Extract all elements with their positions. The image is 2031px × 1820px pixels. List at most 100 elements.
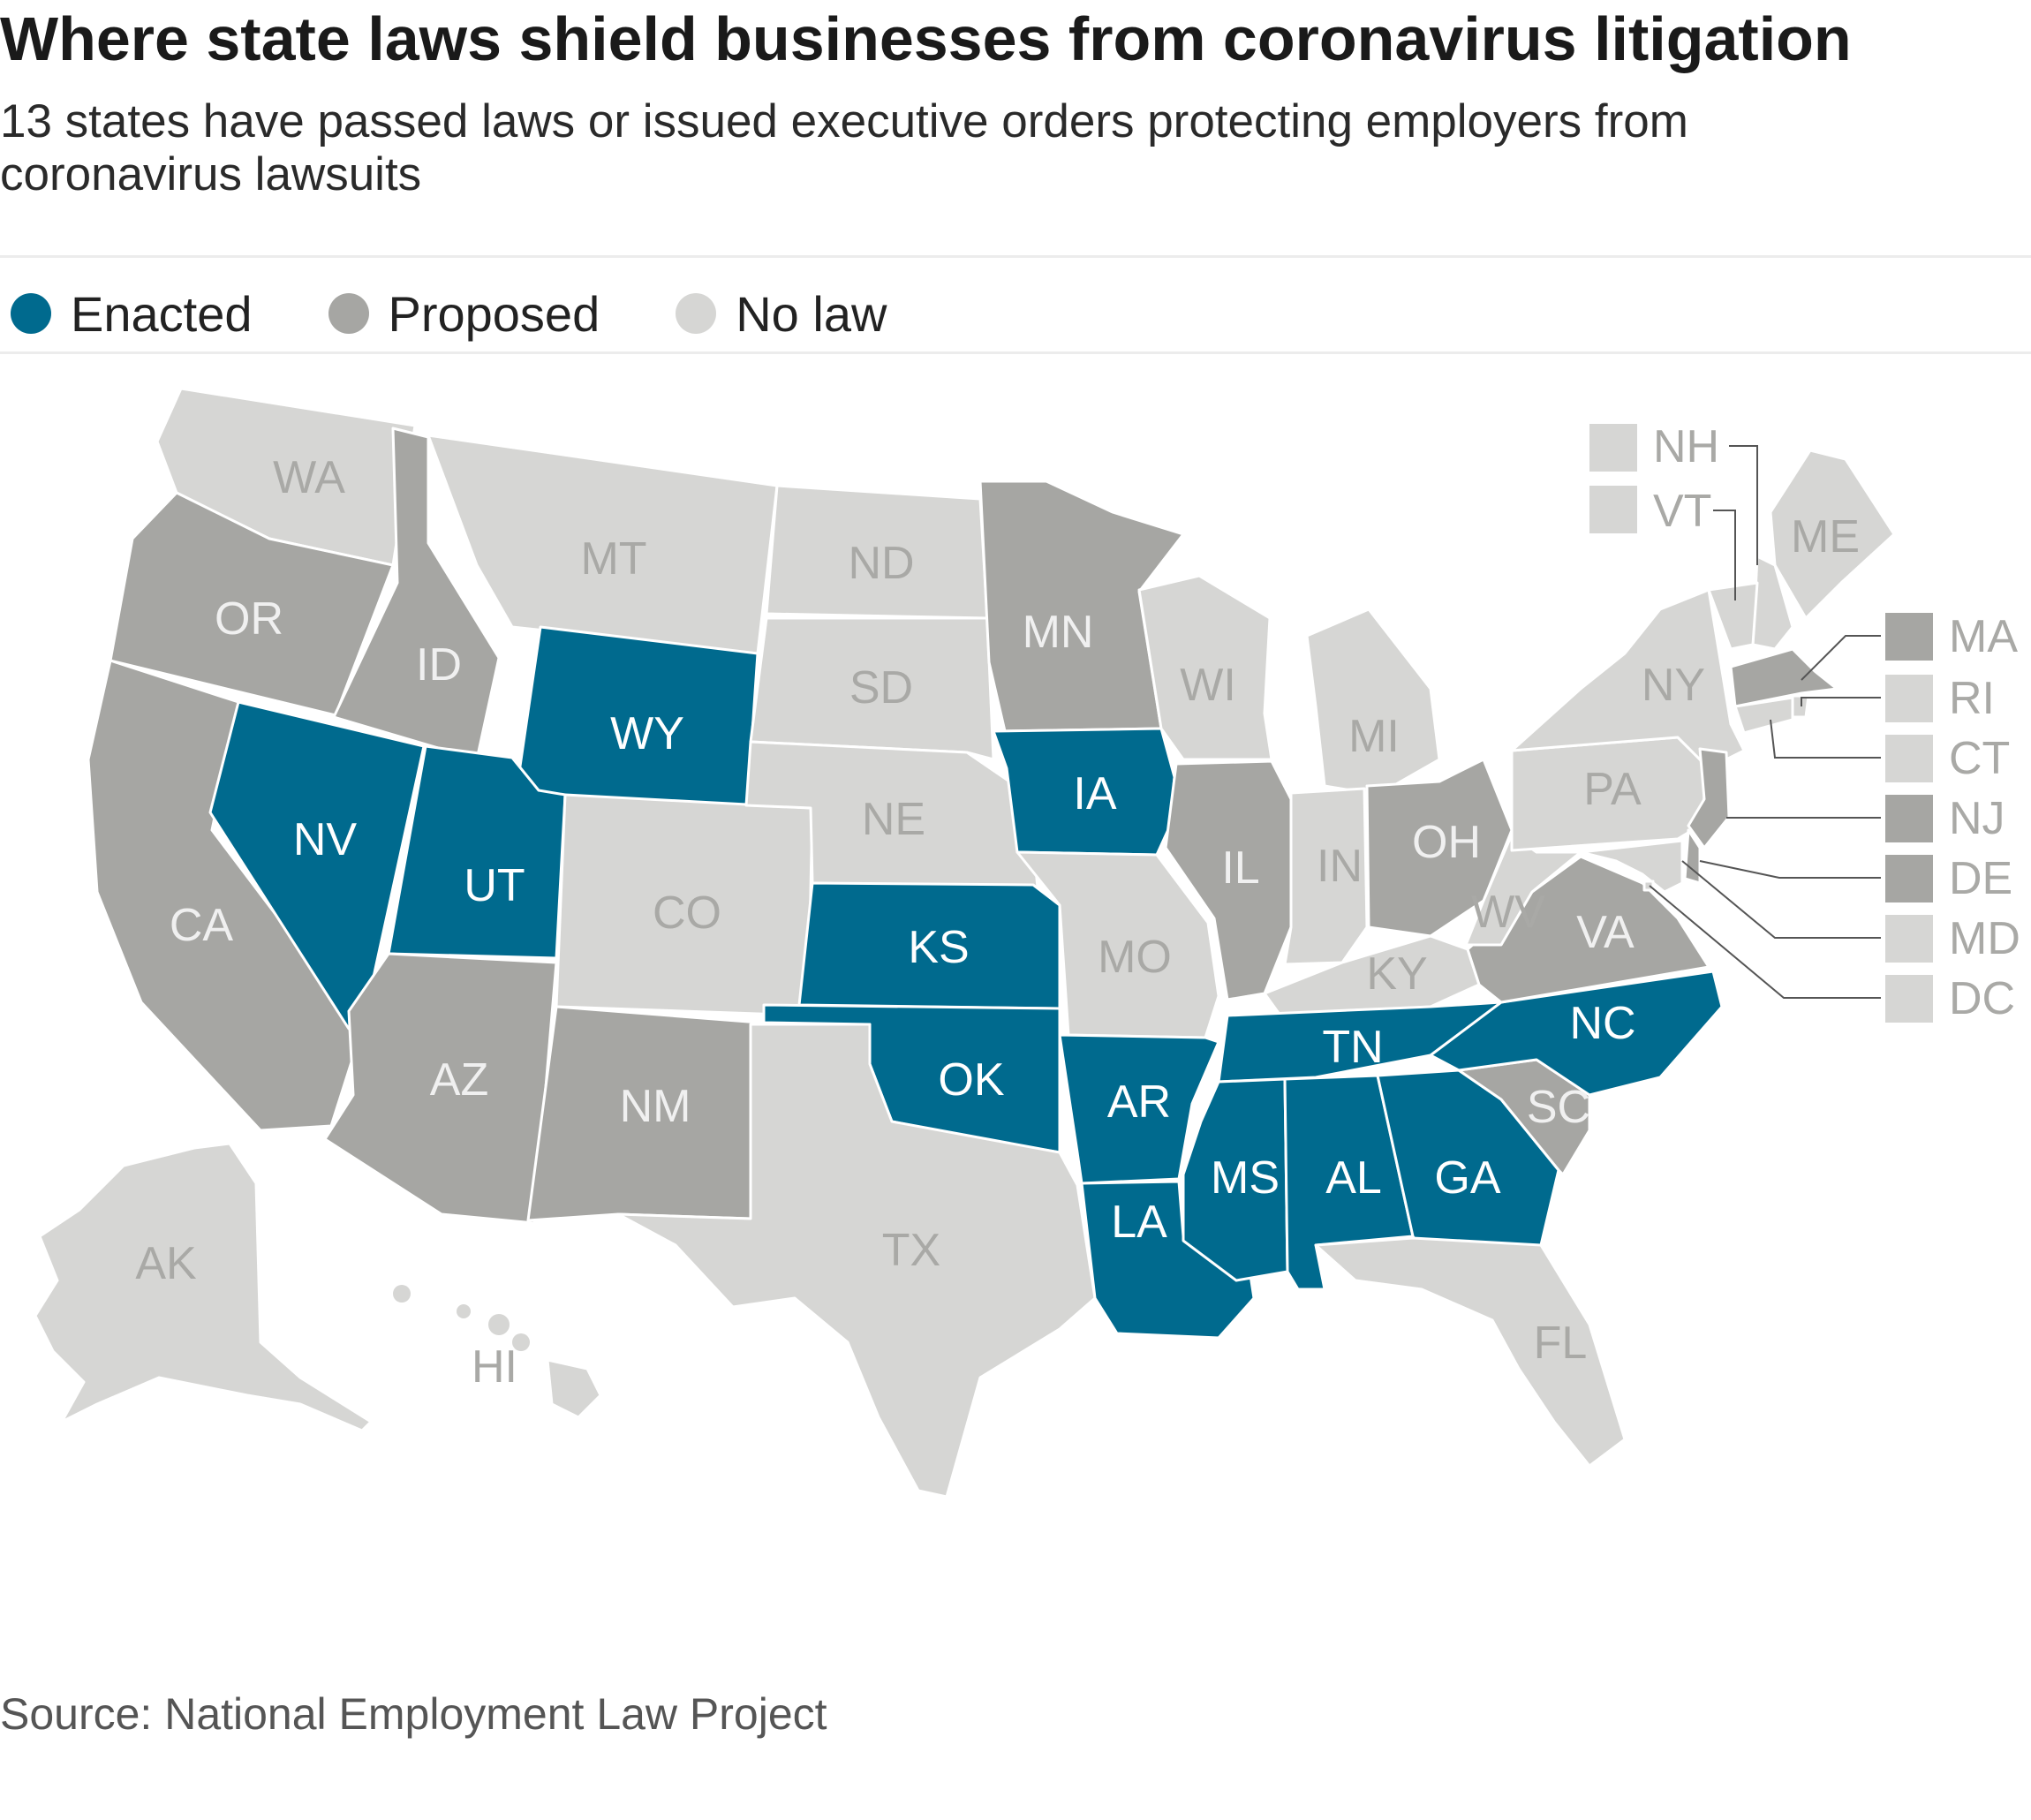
callout-label-vt: VT: [1653, 486, 1711, 537]
state-label-id: ID: [416, 639, 462, 691]
divider-legend: [0, 351, 2031, 354]
state-ar: [1058, 1033, 1220, 1185]
hawaii-island: [457, 1304, 471, 1318]
chart-title: Where state laws shield businesses from …: [0, 4, 1852, 73]
state-wv: [1464, 833, 1582, 947]
state-label-la: LA: [1111, 1197, 1167, 1248]
hawaii-island: [512, 1333, 530, 1351]
state-label-nd: ND: [848, 538, 914, 589]
callout-label-nj: NJ: [1949, 793, 2005, 844]
state-label-wa: WA: [273, 452, 345, 503]
state-az: [323, 952, 558, 1225]
callout-swatch-nh: [1589, 424, 1637, 472]
state-label-il: IL: [1221, 842, 1259, 894]
state-label-or: OR: [215, 593, 283, 645]
hawaii-island: [393, 1285, 411, 1303]
state-sd: [749, 616, 995, 761]
state-dc: [1642, 880, 1655, 892]
callout-swatch-de: [1885, 855, 1933, 902]
chart-subtitle: 13 states have passed laws or issued exe…: [0, 95, 1688, 200]
state-label-fl: FL: [1534, 1318, 1588, 1369]
legend-item-proposed: Proposed: [328, 285, 600, 343]
state-label-nc: NC: [1569, 998, 1635, 1049]
callout-label-ri: RI: [1949, 673, 1995, 724]
state-mo: [1016, 850, 1220, 1039]
state-label-hi: HI: [472, 1341, 517, 1393]
state-ks: [797, 881, 1061, 1010]
state-hi: [546, 1358, 602, 1419]
callout-swatch-dc: [1885, 975, 1933, 1023]
legend-label-proposed: Proposed: [388, 285, 600, 342]
state-label-wy: WY: [610, 708, 684, 759]
leader-line-de: [1699, 860, 1881, 879]
hawaii-island: [488, 1314, 510, 1335]
callout-label-de: DE: [1949, 853, 2012, 904]
callout-swatch-md: [1885, 915, 1933, 963]
state-label-va: VA: [1576, 907, 1635, 958]
state-label-ne: NE: [862, 794, 925, 845]
state-label-mt: MT: [580, 533, 646, 585]
state-label-ga: GA: [1434, 1152, 1500, 1204]
callout-swatch-vt: [1589, 486, 1637, 533]
state-label-mn: MN: [1023, 607, 1094, 658]
state-label-tn: TN: [1322, 1022, 1383, 1073]
state-wi: [1137, 574, 1273, 761]
state-label-ut: UT: [464, 860, 525, 911]
leader-line-md: [1681, 860, 1881, 939]
state-label-wv: WV: [1471, 887, 1545, 938]
leader-line-ri: [1801, 697, 1881, 706]
state-label-mi: MI: [1348, 711, 1400, 762]
state-label-ak: AK: [135, 1238, 197, 1289]
state-label-mo: MO: [1098, 932, 1172, 983]
leader-line-dc: [1649, 885, 1881, 999]
state-label-co: CO: [653, 887, 721, 939]
us-state-map: WA OR CA NV ID MT WY UT AZ CO NM ND SD NE KS OK TX MN IA MO…: [34, 387, 2020, 1499]
state-label-tx: TX: [882, 1225, 940, 1276]
legend: Enacted Proposed No law: [11, 283, 963, 344]
state-label-nm: NM: [620, 1081, 691, 1132]
callout-swatch-nj: [1885, 795, 1933, 842]
leader-line-nh: [1729, 445, 1758, 565]
callout-label-nh: NH: [1653, 421, 1719, 472]
legend-label-no-law: No law: [736, 285, 887, 342]
callout-swatch-ct: [1885, 735, 1933, 782]
legend-label-enacted: Enacted: [71, 285, 253, 342]
state-la: [1080, 1180, 1256, 1340]
state-ny: [1510, 588, 1746, 770]
state-label-ok: OK: [938, 1054, 1004, 1106]
state-fl: [1314, 1236, 1627, 1468]
state-label-al: AL: [1325, 1152, 1382, 1204]
leader-line-ct: [1770, 719, 1881, 759]
legend-swatch-proposed: [328, 293, 369, 334]
legend-swatch-enacted: [11, 293, 51, 334]
state-label-ms: MS: [1211, 1152, 1280, 1204]
state-label-ks: KS: [908, 922, 969, 973]
state-label-nv: NV: [293, 814, 358, 865]
state-ct: [1733, 696, 1794, 735]
state-label-ny: NY: [1642, 660, 1705, 711]
state-me: [1769, 449, 1896, 620]
state-label-ia: IA: [1073, 768, 1116, 819]
state-nj: [1687, 747, 1731, 850]
state-id: [332, 427, 501, 761]
state-tx: [616, 1023, 1097, 1499]
state-label-wi: WI: [1180, 660, 1236, 711]
state-label-in: IN: [1317, 841, 1363, 892]
state-label-sc: SC: [1527, 1082, 1590, 1133]
callout-swatch-ri: [1885, 675, 1933, 722]
state-label-ca: CA: [170, 900, 234, 951]
legend-item-enacted: Enacted: [11, 285, 253, 343]
state-label-me: ME: [1791, 511, 1860, 563]
state-mi: [1305, 608, 1441, 797]
callout-label-ma: MA: [1949, 611, 2018, 662]
callout-label-ct: CT: [1949, 733, 2010, 784]
state-vt: [1707, 581, 1759, 651]
state-label-ar: AR: [1107, 1076, 1171, 1128]
legend-swatch-no-law: [676, 293, 717, 334]
state-md: [1579, 839, 1684, 894]
callout-swatch-ma: [1885, 613, 1933, 661]
legend-item-no-law: No law: [676, 285, 887, 343]
state-label-oh: OH: [1412, 817, 1481, 868]
callout-label-md: MD: [1949, 913, 2020, 964]
state-de: [1683, 828, 1702, 885]
